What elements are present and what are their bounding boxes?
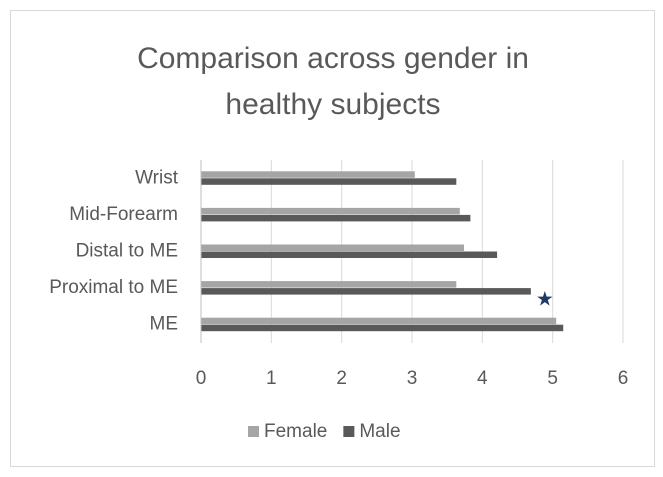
x-tick-label: 2	[336, 368, 347, 389]
legend-swatch	[343, 426, 355, 437]
bar	[201, 171, 415, 178]
bar	[201, 288, 531, 295]
y-tick-label: Mid-Forearm	[69, 204, 178, 225]
y-tick-label: Distal to ME	[76, 241, 178, 262]
legend-label: Male	[359, 421, 400, 442]
bar	[201, 244, 465, 251]
bar	[201, 281, 457, 288]
legend-swatch	[248, 426, 259, 437]
x-tick-label: 6	[618, 368, 629, 389]
x-tick-label: 5	[547, 368, 558, 389]
bar	[201, 178, 457, 185]
x-tick-label: 0	[196, 368, 207, 389]
bar	[201, 207, 460, 215]
annotation: ★	[536, 288, 554, 310]
chart-title: Comparison across gender in healthy subj…	[137, 42, 529, 121]
y-tick-label: ME	[150, 314, 179, 335]
x-tick-label: 3	[407, 368, 418, 389]
x-tick-label: 4	[477, 368, 488, 389]
x-tick-label: 1	[266, 368, 277, 389]
legend-label: Female	[264, 421, 327, 442]
y-tick-label: Wrist	[135, 167, 179, 188]
bar	[201, 251, 498, 258]
bar	[201, 324, 564, 332]
bar	[201, 317, 557, 325]
y-tick-label: Proximal to ME	[49, 277, 178, 298]
chart-border	[10, 10, 655, 467]
bar	[201, 214, 471, 222]
